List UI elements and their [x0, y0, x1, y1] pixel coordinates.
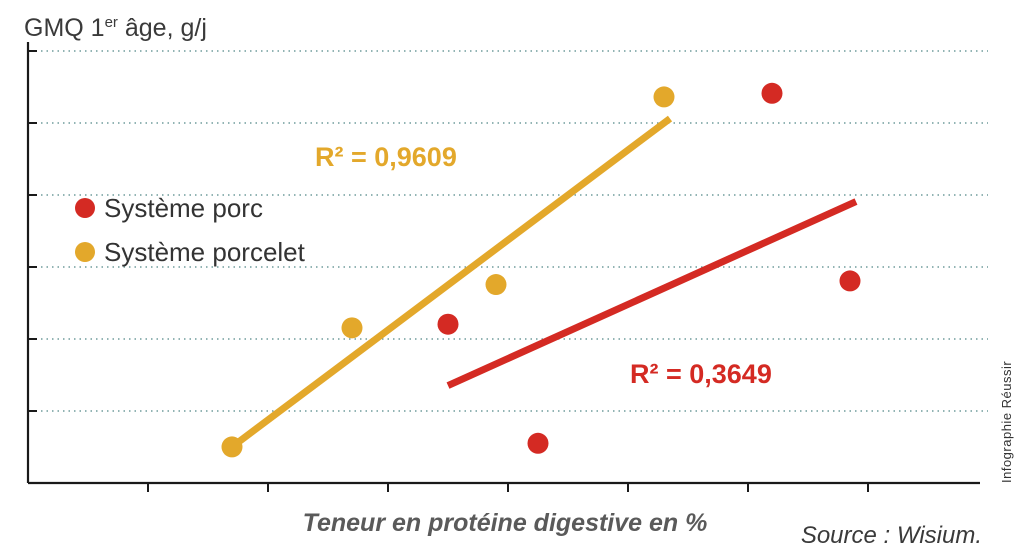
r2-label-porcelet: R² = 0,9609 — [315, 142, 457, 172]
trendlines — [229, 115, 858, 450]
data-point-porc — [437, 313, 459, 335]
credit-label: Infographie Réussir — [999, 361, 1014, 483]
data-point-porcelet — [341, 317, 363, 339]
legend-label-porcelet: Système porcelet — [104, 237, 306, 267]
legend-marker-porc — [75, 198, 95, 218]
gridlines — [30, 50, 988, 412]
y-axis-title: GMQ 1er âge, g/j — [24, 14, 207, 42]
data-points — [221, 82, 861, 458]
trendline-porcelet — [229, 115, 673, 450]
r2-label-porc: R² = 0,3649 — [630, 359, 772, 389]
axes — [26, 42, 980, 492]
data-point-porcelet — [653, 86, 675, 108]
data-point-porcelet — [221, 436, 243, 458]
data-point-porcelet — [485, 274, 507, 296]
trendline-porc — [446, 198, 858, 389]
legend: Système porc Système porcelet — [75, 193, 306, 267]
data-point-porc — [527, 432, 549, 454]
source-note: Source : Wisium. — [801, 522, 982, 549]
legend-label-porc: Système porc — [104, 193, 263, 223]
data-point-porc — [839, 270, 861, 292]
data-point-porc — [761, 82, 783, 104]
x-axis-title: Teneur en protéine digestive en % — [303, 509, 708, 537]
legend-marker-porcelet — [75, 242, 95, 262]
